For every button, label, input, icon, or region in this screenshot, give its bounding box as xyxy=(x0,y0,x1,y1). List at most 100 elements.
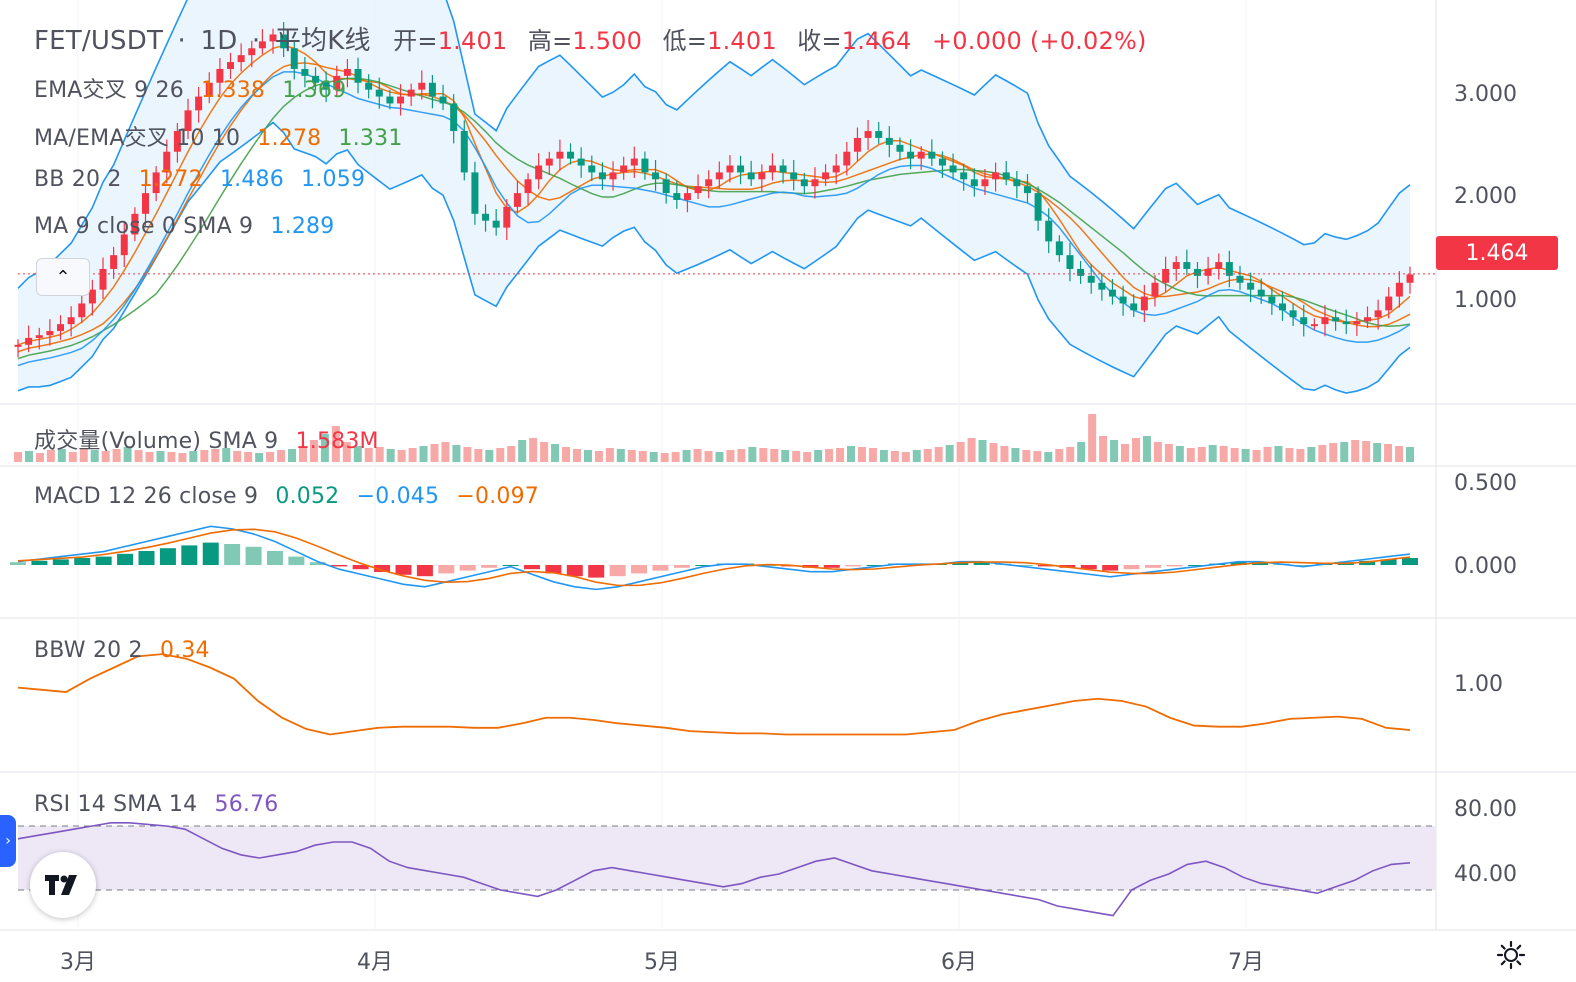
close-value: 1.464 xyxy=(841,27,912,55)
volume-bar xyxy=(1351,440,1360,462)
candle-body xyxy=(1013,179,1021,187)
candle-body xyxy=(471,172,479,214)
candle-body xyxy=(397,96,405,104)
legend-rsi[interactable]: RSI 14 SMA 14 56.76 xyxy=(34,792,289,817)
volume-bar xyxy=(496,448,505,462)
gear-icon[interactable] xyxy=(1496,940,1526,970)
chevron-up-icon: ⌃ xyxy=(55,266,71,288)
volume-bar xyxy=(583,450,592,462)
volume-bar xyxy=(627,450,636,462)
candle-body xyxy=(588,165,596,173)
volume-bar xyxy=(222,448,231,462)
header-dot: · xyxy=(177,26,186,56)
interval-label[interactable]: 1D xyxy=(200,26,238,56)
volume-bar xyxy=(945,445,954,462)
volume-bar xyxy=(572,449,581,462)
ma-ema-cross-name: MA/EMA交叉 10 10 xyxy=(34,126,241,151)
side-panel-toggle[interactable]: › xyxy=(0,815,16,867)
candle-body xyxy=(1204,268,1212,276)
candle-body xyxy=(970,179,978,187)
volume-bar xyxy=(375,447,384,462)
volume-bar xyxy=(989,443,998,462)
candle-body xyxy=(1087,275,1095,283)
volume-bar xyxy=(298,447,307,462)
candle-body xyxy=(875,131,883,138)
macd-histogram-bar xyxy=(973,562,990,565)
legend-bb[interactable]: BB 20 2 1.272 1.486 1.059 xyxy=(34,167,375,192)
candle-body xyxy=(35,335,43,338)
macd-v3: −0.097 xyxy=(456,484,540,509)
symbol-name[interactable]: FET/USDT xyxy=(34,26,164,56)
candle-body xyxy=(492,220,500,228)
macd-histogram-bar xyxy=(52,559,69,565)
legend-ema-cross[interactable]: EMA交叉 9 26 1.338 1.369 xyxy=(34,72,356,104)
candle-body xyxy=(237,55,245,63)
macd-histogram-bar xyxy=(1166,565,1183,567)
candle-body xyxy=(46,331,54,336)
volume-bar xyxy=(912,450,921,462)
volume-bar xyxy=(879,450,888,462)
volume-bar xyxy=(277,450,286,462)
candle-body xyxy=(790,172,798,180)
volume-bar xyxy=(562,447,571,462)
candle-body xyxy=(822,172,830,180)
candle-body xyxy=(428,82,436,97)
volume-bar xyxy=(956,442,965,462)
macd-histogram-bar xyxy=(609,565,626,577)
macd-histogram-bar xyxy=(952,562,969,565)
candle-body xyxy=(513,193,521,207)
tradingview-logo[interactable] xyxy=(30,852,96,918)
rsi-axis-label: 40.00 xyxy=(1454,862,1517,887)
collapse-legend-button[interactable]: ⌃ xyxy=(36,258,90,296)
volume-bar xyxy=(594,451,603,462)
candle-body xyxy=(907,151,915,159)
candle-body xyxy=(131,213,139,235)
macd-histogram-bar xyxy=(117,553,134,565)
legend-ma-ema-cross[interactable]: MA/EMA交叉 10 10 1.278 1.331 xyxy=(34,120,413,152)
volume-bar xyxy=(1197,447,1206,462)
macd-axis-label: 0.500 xyxy=(1454,471,1517,496)
volume-bar xyxy=(1153,442,1162,462)
legend-volume[interactable]: 成交量(Volume) SMA 9 1.583M xyxy=(34,423,389,455)
rsi-band xyxy=(18,826,1436,890)
macd-histogram-bar xyxy=(1294,565,1311,566)
volume-bar xyxy=(1318,445,1327,462)
volume-bar xyxy=(671,452,680,462)
candle-body xyxy=(301,68,309,76)
volume-bar xyxy=(320,434,329,462)
macd-histogram-bar xyxy=(10,562,26,565)
candle-body xyxy=(960,172,968,180)
candle-body xyxy=(290,48,298,69)
candle-body xyxy=(737,165,745,173)
macd-histogram-bar xyxy=(1016,565,1033,566)
candle-body xyxy=(1119,296,1127,304)
legend-ma[interactable]: MA 9 close 0 SMA 9 1.289 xyxy=(34,214,344,239)
macd-histogram-bar xyxy=(1123,565,1140,570)
volume-bar xyxy=(1066,447,1075,462)
volume-bar xyxy=(1099,436,1108,462)
volume-bar xyxy=(649,452,658,462)
bb-v3: 1.059 xyxy=(301,167,366,192)
macd-histogram-bar xyxy=(1359,560,1376,565)
candle-body xyxy=(184,110,192,132)
candle-body xyxy=(450,103,458,132)
candle-body xyxy=(248,48,256,56)
legend-bbw[interactable]: BBW 20 2 0.34 xyxy=(34,638,220,663)
volume-bar xyxy=(814,450,823,462)
open-value: 1.401 xyxy=(437,27,508,55)
volume-bar xyxy=(244,452,253,462)
open-label: 开= xyxy=(393,27,438,55)
volume-bar xyxy=(1274,446,1283,462)
candle-body xyxy=(1066,255,1074,269)
volume-bar xyxy=(1022,450,1031,462)
candle-body xyxy=(1225,262,1233,276)
chart-style-label[interactable]: 平均K线 xyxy=(274,26,371,56)
volume-bar xyxy=(967,438,976,462)
volume-bar xyxy=(463,447,472,462)
volume-bar xyxy=(682,450,691,462)
candle-body xyxy=(407,89,415,97)
legend-macd[interactable]: MACD 12 26 close 9 0.052 −0.045 −0.097 xyxy=(34,484,549,509)
candle-body xyxy=(1130,303,1138,311)
macd-histogram-bar xyxy=(1037,565,1054,567)
